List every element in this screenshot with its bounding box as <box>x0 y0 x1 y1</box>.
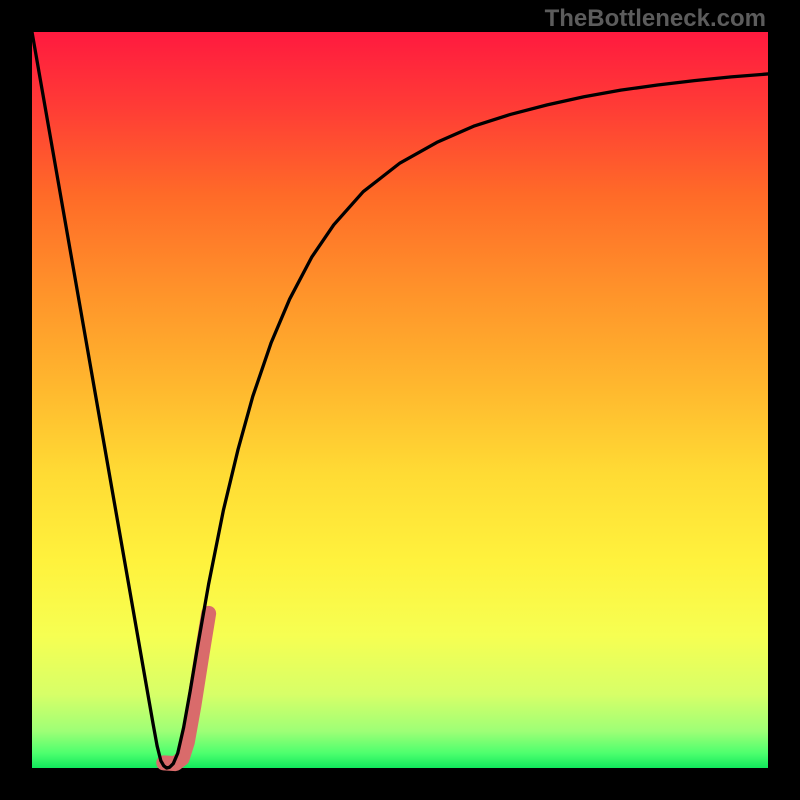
chart-svg-layer <box>0 0 800 800</box>
bottleneck-curve <box>32 32 768 768</box>
watermark-label: TheBottleneck.com <box>545 5 766 33</box>
bottleneck-chart: TheBottleneck.com <box>0 0 800 800</box>
highlight-marker-segment <box>164 613 209 763</box>
